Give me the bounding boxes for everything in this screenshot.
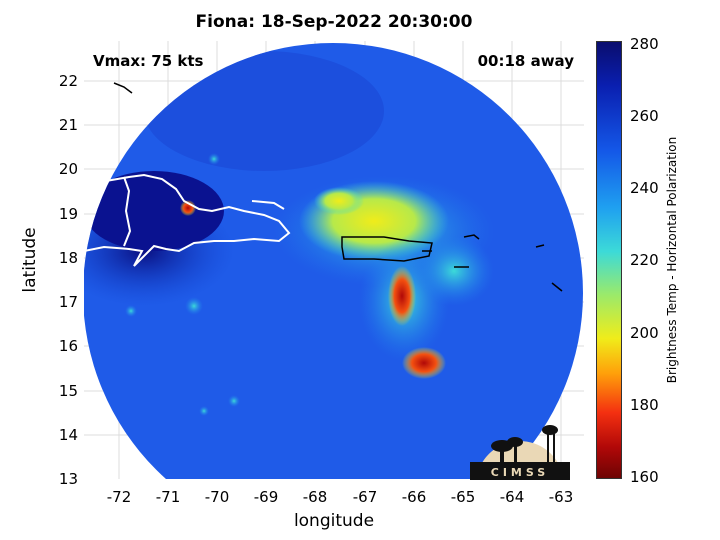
coastlines: [83, 173, 291, 267]
x-tick-label: -72: [106, 488, 132, 506]
y-tick-label: 19: [58, 205, 78, 223]
y-axis-label: latitude: [20, 227, 40, 293]
map-svg: [83, 41, 584, 479]
colorbar-tick-label: 280: [630, 35, 659, 53]
x-tick-label: -68: [302, 488, 328, 506]
y-tick-label: 13: [58, 470, 78, 488]
y-tick-label: 20: [58, 160, 78, 178]
svg-text:CIMSS: CIMSS: [491, 466, 549, 479]
x-tick-label: -67: [352, 488, 378, 506]
colorbar-tick-label: 200: [630, 324, 659, 342]
map-title: Fiona: 18-Sep-2022 20:30:00: [195, 12, 473, 32]
y-tick-label: 15: [58, 382, 78, 400]
x-tick-label: -66: [401, 488, 427, 506]
map-plot: [83, 41, 584, 479]
x-tick-label: -69: [253, 488, 279, 506]
colorbar-tick-label: 180: [630, 396, 659, 414]
x-tick-label: -63: [548, 488, 574, 506]
colorbar-tick-label: 160: [630, 468, 659, 486]
colorbar-tick-label: 240: [630, 179, 659, 197]
y-tick-label: 18: [58, 249, 78, 267]
brightness-swath: [83, 43, 583, 479]
y-tick-label: 21: [58, 116, 78, 134]
coastlines-black: [113, 82, 563, 292]
colorbar-tick-label: 260: [630, 107, 659, 125]
y-tick-label: 22: [58, 72, 78, 90]
cimss-logo: CIMSS: [470, 410, 570, 480]
time-away-label: 00:18 away: [477, 52, 574, 70]
x-tick-label: -71: [155, 488, 181, 506]
x-tick-label: -70: [204, 488, 230, 506]
x-tick-label: -65: [450, 488, 476, 506]
y-tick-label: 17: [58, 293, 78, 311]
x-tick-label: -64: [499, 488, 525, 506]
x-axis-label: longitude: [293, 511, 375, 531]
y-tick-label: 14: [58, 426, 78, 444]
colorbar-label: Brightness Temp - Horizontal Polarizatio…: [665, 136, 679, 384]
y-tick-label: 16: [58, 337, 78, 355]
vmax-label: Vmax: 75 kts: [93, 52, 204, 70]
colorbar-tick-label: 220: [630, 251, 659, 269]
colorbar: [596, 41, 622, 479]
